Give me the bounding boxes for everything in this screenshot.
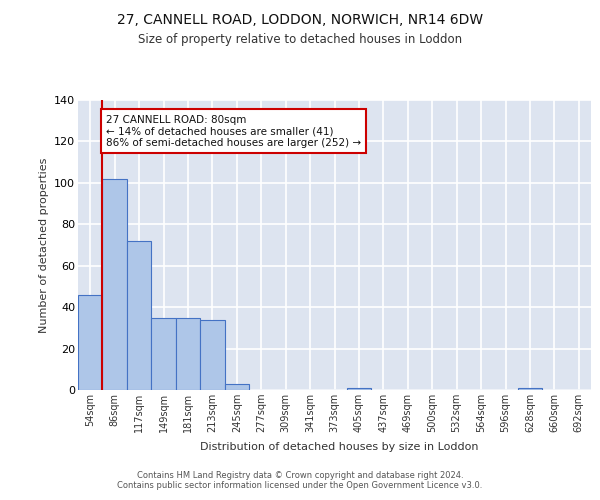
Bar (151, 318, 176, 390)
Text: 27 CANNELL ROAD: 80sqm
← 14% of detached houses are smaller (41)
86% of semi-det: 27 CANNELL ROAD: 80sqm ← 14% of detached… (106, 114, 361, 148)
Text: Distribution of detached houses by size in Loddon: Distribution of detached houses by size … (200, 442, 478, 452)
Text: 27, CANNELL ROAD, LODDON, NORWICH, NR14 6DW: 27, CANNELL ROAD, LODDON, NORWICH, NR14 … (117, 12, 483, 26)
Bar (224, 384, 249, 390)
Bar (176, 318, 200, 390)
Y-axis label: Number of detached properties: Number of detached properties (38, 158, 49, 332)
Bar (347, 388, 371, 390)
Text: Contains HM Land Registry data © Crown copyright and database right 2024.
Contai: Contains HM Land Registry data © Crown c… (118, 470, 482, 490)
Text: Size of property relative to detached houses in Loddon: Size of property relative to detached ho… (138, 32, 462, 46)
Bar (518, 388, 542, 390)
Bar (78, 294, 103, 390)
Bar (200, 320, 224, 390)
Bar (103, 178, 127, 390)
Bar (127, 241, 151, 390)
